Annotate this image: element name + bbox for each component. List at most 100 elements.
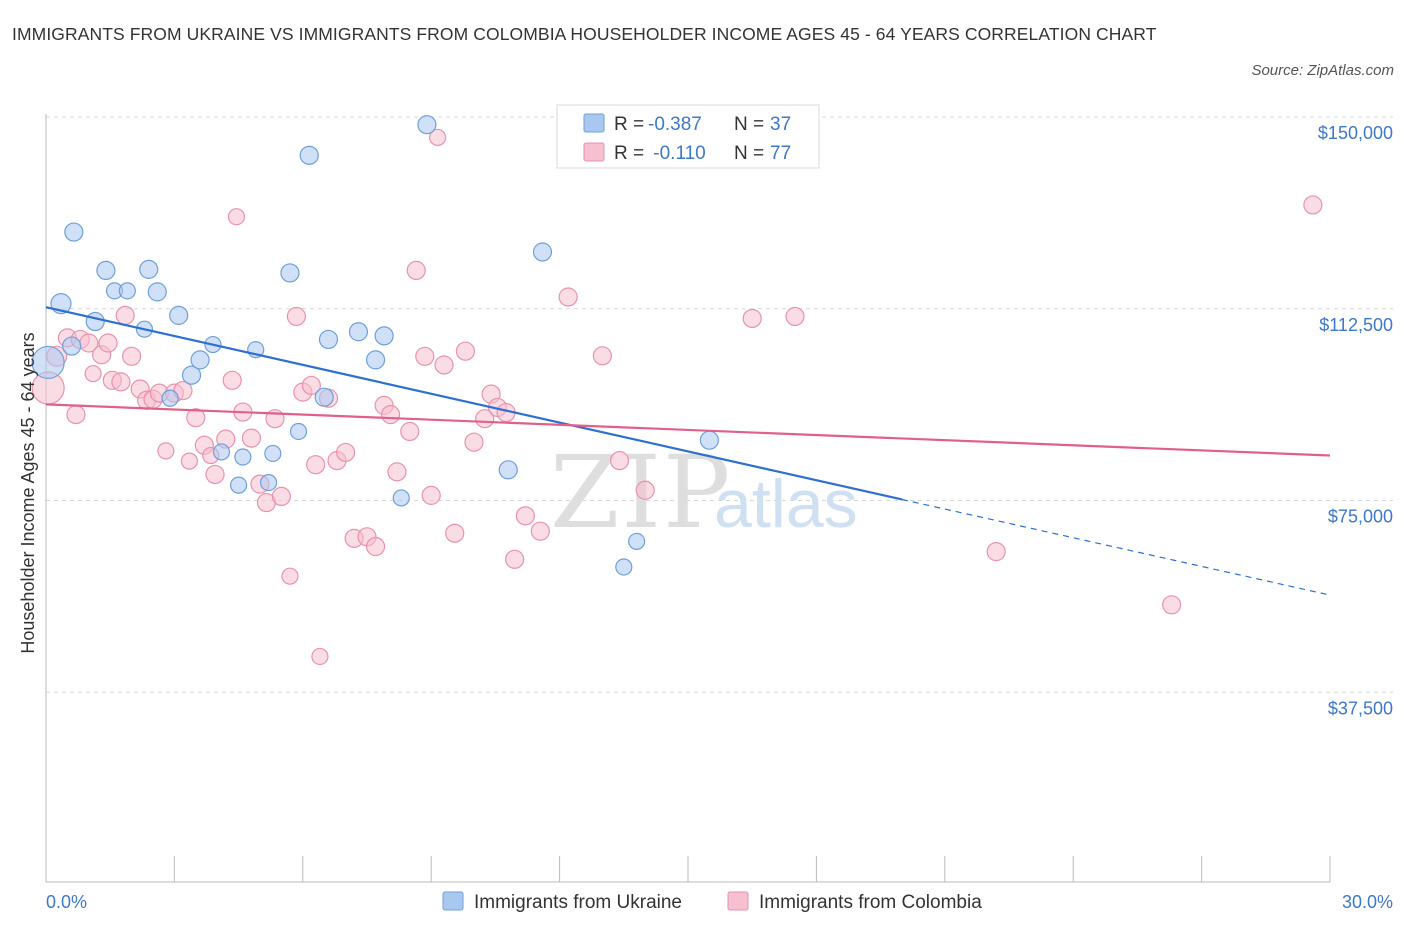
data-point: [115, 305, 135, 325]
data-point: [180, 452, 198, 470]
data-point: [230, 476, 248, 494]
data-point: [609, 451, 630, 471]
data-point: [515, 506, 535, 526]
ukraine-points: [31, 115, 720, 576]
data-point: [66, 404, 86, 425]
data-point: [348, 322, 369, 342]
data-point: [1303, 195, 1323, 215]
data-point: [289, 422, 308, 441]
trend-lines: [45, 306, 1331, 596]
y-tick-labels: $150,000 $112,500 $75,000 $37,500: [1318, 123, 1393, 718]
data-point: [628, 532, 646, 551]
source-label: Source: ZipAtlas.com: [1251, 62, 1394, 79]
data-point: [455, 341, 476, 361]
data-point: [365, 536, 386, 557]
data-point: [186, 408, 206, 428]
trend-line-colombia: [45, 403, 1331, 457]
legend-r-label-ukraine: R =: [614, 114, 649, 135]
axes: [45, 114, 1331, 883]
trend-line-ukraine: [45, 306, 903, 501]
data-point: [505, 549, 525, 569]
data-point: [392, 489, 410, 507]
legend-box: R = -0.387 N = 37 R = -0.110 N = 77: [556, 104, 820, 169]
legend-n-value-colombia: 77: [770, 143, 791, 164]
data-point: [434, 355, 454, 375]
data-point: [111, 372, 131, 392]
x-tick-label-max: 30.0%: [1342, 892, 1393, 912]
data-point: [212, 443, 231, 461]
data-point: [264, 444, 282, 463]
data-point: [1162, 595, 1182, 615]
data-point: [190, 350, 210, 370]
data-point: [785, 306, 805, 327]
data-point: [635, 480, 655, 500]
legend-n-value-ukraine: 37: [770, 114, 791, 135]
trend-line-ukraine-extension: [901, 498, 1331, 596]
data-point: [445, 523, 465, 543]
legend-n-label-colombia: N =: [734, 143, 769, 164]
data-point: [314, 387, 334, 407]
data-point: [336, 442, 356, 463]
data-point: [241, 428, 262, 448]
data-point: [374, 326, 394, 346]
bottom-legend-label-ukraine: Immigrants from Ukraine: [474, 892, 682, 913]
legend-r-value-colombia: -0.110: [648, 143, 706, 164]
data-point: [139, 259, 159, 279]
legend-swatch-ukraine: [583, 113, 605, 133]
bottom-legend-label-colombia: Immigrants from Colombia: [759, 892, 982, 913]
data-point: [31, 345, 65, 380]
data-point: [169, 305, 189, 325]
data-point: [301, 375, 321, 396]
data-point: [234, 448, 252, 466]
bottom-legend-swatch-ukraine: [442, 891, 464, 911]
data-point: [122, 346, 142, 366]
data-point: [118, 282, 136, 300]
legend-r-value-ukraine: -0.387: [648, 114, 702, 135]
data-point: [85, 311, 105, 332]
data-point: [615, 558, 633, 576]
data-point: [84, 365, 102, 383]
data-point: [415, 346, 435, 366]
y-tick-label: $112,500: [1319, 315, 1393, 335]
watermark: ZIP atlas: [550, 434, 858, 551]
data-point: [157, 442, 175, 460]
data-point: [475, 409, 495, 429]
colombia-points: [31, 128, 1323, 666]
data-point: [306, 455, 326, 475]
data-point: [181, 365, 202, 385]
data-point: [96, 260, 116, 280]
y-tick-label: $37,500: [1328, 698, 1393, 718]
data-point: [406, 260, 426, 280]
data-point: [530, 521, 550, 541]
data-point: [592, 346, 613, 366]
data-point: [259, 474, 278, 492]
x-tick-label-min: 0.0%: [46, 892, 87, 912]
data-point: [498, 460, 518, 480]
data-point: [222, 370, 242, 390]
bottom-legend: Immigrants from Ukraine Immigrants from …: [442, 891, 982, 913]
y-tick-label: $150,000: [1318, 123, 1393, 143]
data-point: [532, 242, 553, 262]
data-point: [558, 287, 578, 307]
data-point: [62, 336, 82, 356]
chart-title: IMMIGRANTS FROM UKRAINE VS IMMIGRANTS FR…: [12, 24, 1157, 44]
legend-n-label-ukraine: N =: [734, 114, 769, 135]
data-point: [271, 486, 291, 507]
data-point: [205, 464, 225, 485]
y-tick-label: $75,000: [1328, 507, 1393, 527]
data-point: [387, 462, 407, 482]
data-point: [417, 115, 437, 135]
data-point: [365, 350, 386, 370]
data-point: [299, 145, 319, 165]
data-point: [161, 389, 179, 407]
legend-swatch-colombia: [583, 142, 605, 162]
data-point: [286, 306, 306, 327]
data-point: [227, 208, 246, 226]
data-point: [64, 222, 84, 242]
data-point: [147, 282, 167, 302]
y-axis-label: Householder Income Ages 45 - 64 years: [18, 332, 38, 653]
data-point: [281, 567, 299, 585]
watermark-atlas: atlas: [714, 466, 858, 542]
data-point: [400, 421, 420, 442]
